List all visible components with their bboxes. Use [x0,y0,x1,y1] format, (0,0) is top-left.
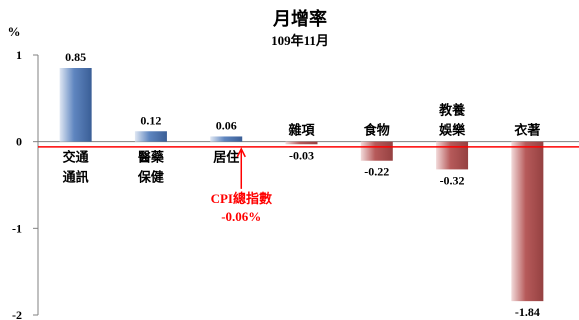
bars [59,68,544,302]
data-label-6: -1.84 [515,305,540,319]
y-tick-label-3: -2 [12,308,22,320]
category-label-3-0: 雜項 [288,123,315,139]
data-label-0: 0.85 [65,50,86,64]
category-label-5-1: 娛樂 [438,123,466,139]
category-label-6-0: 衣著 [514,123,540,139]
y-tick-label-0: 1 [16,48,22,62]
chart-subtitle: 109年11月 [271,33,329,48]
y-tick-label-2: -1 [12,221,22,235]
category-label-0-1: 通訊 [63,170,89,186]
axes: 1 0 -1 -2 [12,48,579,320]
data-label-3: -0.03 [289,148,314,162]
bar-1 [134,131,167,142]
category-label-0-0: 交通 [63,150,89,166]
bar-2 [210,136,243,142]
data-label-1: 0.12 [140,113,161,127]
bar-4 [360,141,393,161]
bar-3 [285,141,318,145]
category-label-2-0: 居住 [213,150,239,166]
y-axis-unit: % [8,24,21,39]
category-label-1-1: 保健 [137,170,164,186]
data-label-5: -0.32 [440,173,465,187]
bar-6 [511,141,544,302]
reference-line-group: CPI總指數 -0.06% [38,146,579,224]
cpi-reference-label-0: CPI總指數 [211,191,272,206]
chart-title: 月增率 [272,8,327,30]
bar-5 [436,141,469,170]
y-tick-label-1: 0 [16,135,22,149]
data-label-2: 0.06 [216,118,237,132]
cpi-reference-label-1: -0.06% [221,209,261,224]
category-label-5-0: 教養 [438,103,465,119]
category-label-4-0: 食物 [364,123,390,139]
data-label-4: -0.22 [364,165,389,179]
cpi-arrow-head [236,147,246,158]
category-label-1-0: 醫藥 [138,150,165,166]
bar-0 [59,68,92,142]
